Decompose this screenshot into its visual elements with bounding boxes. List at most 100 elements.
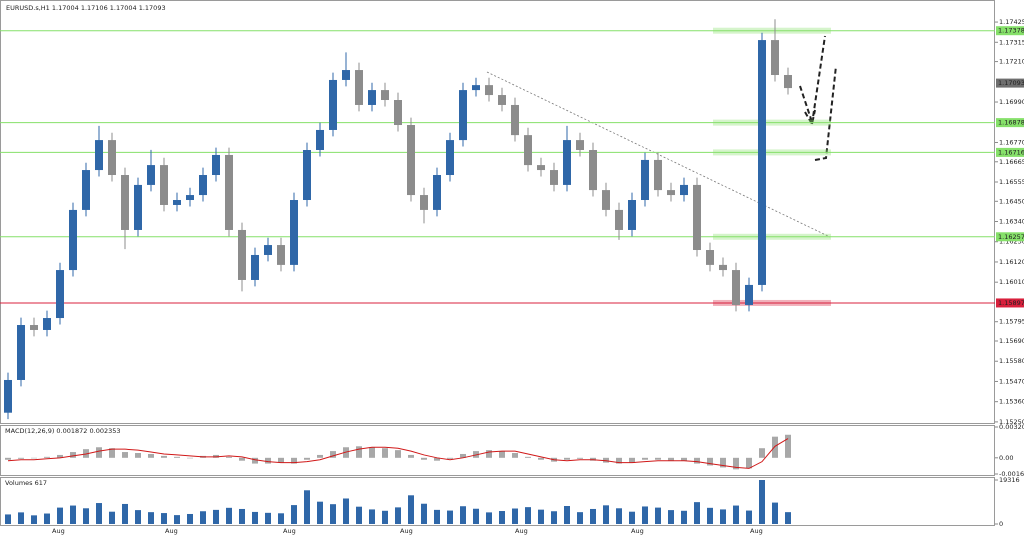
- candle-body: [459, 90, 467, 141]
- macd-bar: [382, 448, 388, 458]
- volume-bar: [44, 513, 50, 524]
- volume-bar: [109, 511, 115, 524]
- volume-bar: [18, 512, 24, 524]
- candle-body: [238, 229, 246, 280]
- volume-bar: [720, 509, 726, 524]
- candle-body: [485, 85, 493, 96]
- macd-bar: [538, 457, 544, 460]
- y-tick-label: 0: [999, 520, 1003, 528]
- candle-body: [498, 95, 506, 105]
- candle-body: [108, 140, 116, 176]
- volume-bar: [96, 503, 102, 524]
- y-tick-label: 1.16450: [999, 197, 1024, 205]
- y-tick-label: 1.15795: [999, 318, 1024, 326]
- macd-bar: [252, 457, 258, 464]
- candle-body: [225, 154, 233, 230]
- candle-body: [251, 254, 259, 280]
- volume-bar: [317, 501, 323, 524]
- volume-bar: [564, 506, 570, 524]
- volume-bar: [551, 511, 557, 524]
- y-tick-label: 1.16340: [999, 218, 1024, 226]
- macd-bar: [408, 454, 414, 458]
- macd-bar: [746, 457, 752, 469]
- macd-bar: [31, 457, 37, 459]
- volume-bar: [408, 495, 414, 524]
- macd-bar: [304, 457, 310, 460]
- macd-label: MACD(12,26,9) 0.001872 0.002353: [5, 427, 121, 435]
- volume-bar: [785, 512, 791, 524]
- candle-body: [342, 70, 350, 80]
- volume-bar: [161, 513, 167, 524]
- level-label: 1.16257: [998, 233, 1024, 241]
- candle-body: [420, 195, 428, 210]
- macd-bar: [668, 457, 674, 461]
- volume-bar: [668, 510, 674, 524]
- candle-body: [121, 175, 129, 230]
- candle-body: [199, 175, 207, 196]
- x-tick-label: Aug: [631, 527, 644, 535]
- macd-bar: [733, 457, 739, 470]
- macd-bar: [395, 450, 401, 458]
- macd-bar: [564, 457, 570, 460]
- level-label: 1.16878: [998, 119, 1024, 127]
- macd-bar: [577, 457, 583, 459]
- macd-bar: [642, 457, 648, 460]
- candle-body: [693, 184, 701, 251]
- macd-bar: [174, 456, 180, 458]
- volume-bar: [447, 510, 453, 524]
- y-tick-label: 19316: [999, 476, 1020, 484]
- volume-bar: [343, 498, 349, 524]
- macd-bar: [70, 452, 76, 458]
- volume-bar: [70, 505, 76, 524]
- arrow-down: [799, 85, 816, 127]
- volume-bar: [681, 510, 687, 524]
- volume-bar: [31, 515, 37, 524]
- macd-bar: [109, 448, 115, 458]
- macd-panel: [0, 425, 995, 476]
- candle-body: [134, 184, 142, 230]
- level-label-box: [996, 26, 1024, 36]
- candle-body: [277, 245, 285, 265]
- x-tick-label: Aug: [165, 527, 178, 535]
- last-price-box: [996, 78, 1024, 88]
- candle-body: [4, 379, 12, 413]
- volume-bar: [57, 507, 63, 524]
- x-tick-label: Aug: [52, 527, 65, 535]
- candle-body: [394, 100, 402, 126]
- candle-body: [589, 150, 597, 191]
- y-tick-label: 1.16230: [999, 238, 1024, 246]
- volume-bar: [629, 511, 635, 524]
- macd-bar: [226, 456, 232, 458]
- volume-bar: [135, 510, 141, 524]
- candle-body: [56, 270, 64, 319]
- volume-bar: [421, 503, 427, 524]
- candle-body: [732, 270, 740, 305]
- volume-bar: [512, 508, 518, 524]
- volume-bar: [655, 507, 661, 524]
- y-tick-label: 1.16990: [999, 98, 1024, 106]
- candle-body: [147, 165, 155, 185]
- x-tick-label: Aug: [750, 527, 763, 535]
- macd-bar: [96, 447, 102, 458]
- macd-bar: [18, 457, 24, 459]
- candle-body: [745, 284, 753, 305]
- macd-bar: [57, 454, 63, 458]
- macd-bar: [486, 450, 492, 458]
- volume-bar: [538, 509, 544, 524]
- volume-bar: [148, 512, 154, 524]
- macd-bar: [44, 456, 50, 458]
- candle-body: [550, 170, 558, 185]
- volume-bar: [694, 502, 700, 524]
- volume-bar: [187, 513, 193, 524]
- volume-bar: [590, 508, 596, 524]
- y-tick-label: 1.15250: [999, 418, 1024, 426]
- candle-body: [511, 104, 519, 136]
- candle-body: [706, 250, 714, 265]
- macd-bar: [616, 457, 622, 464]
- macd-bar: [434, 457, 440, 461]
- level-label: 1.16716: [998, 148, 1024, 156]
- candle-body: [615, 209, 623, 230]
- macd-bar: [707, 457, 713, 466]
